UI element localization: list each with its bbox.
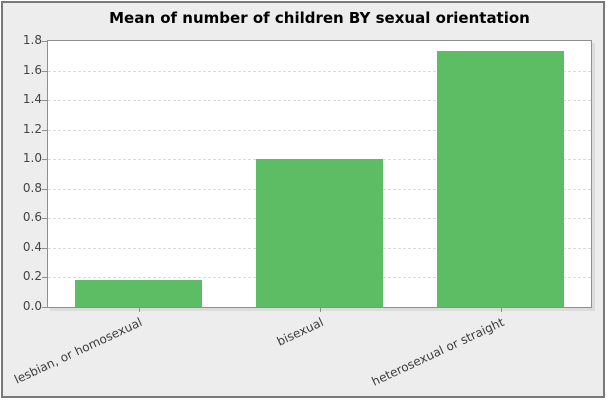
y-axis-tick-label: 1.2 bbox=[22, 121, 42, 136]
bar-3 bbox=[437, 51, 564, 307]
x-axis-tick-label: lesbian, or homosexual bbox=[12, 315, 145, 387]
y-axis-tick-mark bbox=[42, 41, 47, 42]
y-axis-tick-mark bbox=[42, 159, 47, 161]
y-axis-tick-mark bbox=[42, 70, 47, 72]
plot-area bbox=[47, 40, 592, 308]
y-axis-tick-mark bbox=[42, 129, 47, 131]
chart-figure: Mean of number of children BY sexual ori… bbox=[1, 1, 605, 398]
y-axis-tick-mark bbox=[42, 188, 47, 190]
x-axis-tick-mark bbox=[500, 308, 502, 312]
y-gridline bbox=[48, 100, 591, 102]
y-axis-tick-label: 0.8 bbox=[22, 180, 42, 195]
y-axis-tick-mark bbox=[42, 218, 47, 220]
y-axis-tick-mark bbox=[42, 247, 47, 249]
y-gridline bbox=[48, 129, 591, 131]
chart-title: Mean of number of children BY sexual ori… bbox=[109, 9, 530, 27]
y-axis-tick-label: 1.4 bbox=[22, 92, 42, 107]
y-gridline bbox=[48, 70, 591, 72]
y-axis-tick-mark bbox=[42, 100, 47, 102]
x-axis-tick-mark bbox=[138, 308, 140, 312]
bar-2 bbox=[256, 159, 383, 307]
y-axis-tick-label: 1.8 bbox=[22, 33, 42, 47]
y-axis-tick-label: 0.6 bbox=[22, 210, 42, 225]
x-axis-tick-label: bisexual bbox=[274, 315, 326, 349]
y-axis-tick-label: 0.4 bbox=[22, 239, 42, 254]
y-axis-tick-label: 1.6 bbox=[22, 62, 42, 77]
y-axis-tick-mark bbox=[42, 307, 47, 308]
x-axis-tick-mark bbox=[319, 308, 321, 312]
y-axis-tick-mark bbox=[42, 277, 47, 279]
bar-1 bbox=[75, 280, 202, 307]
x-axis-tick-label: heterosexual or straight bbox=[369, 315, 507, 389]
y-axis-tick-label: 0.0 bbox=[22, 299, 42, 313]
y-axis-tick-label: 0.2 bbox=[22, 269, 42, 284]
y-axis-tick-label: 1.0 bbox=[22, 151, 42, 166]
